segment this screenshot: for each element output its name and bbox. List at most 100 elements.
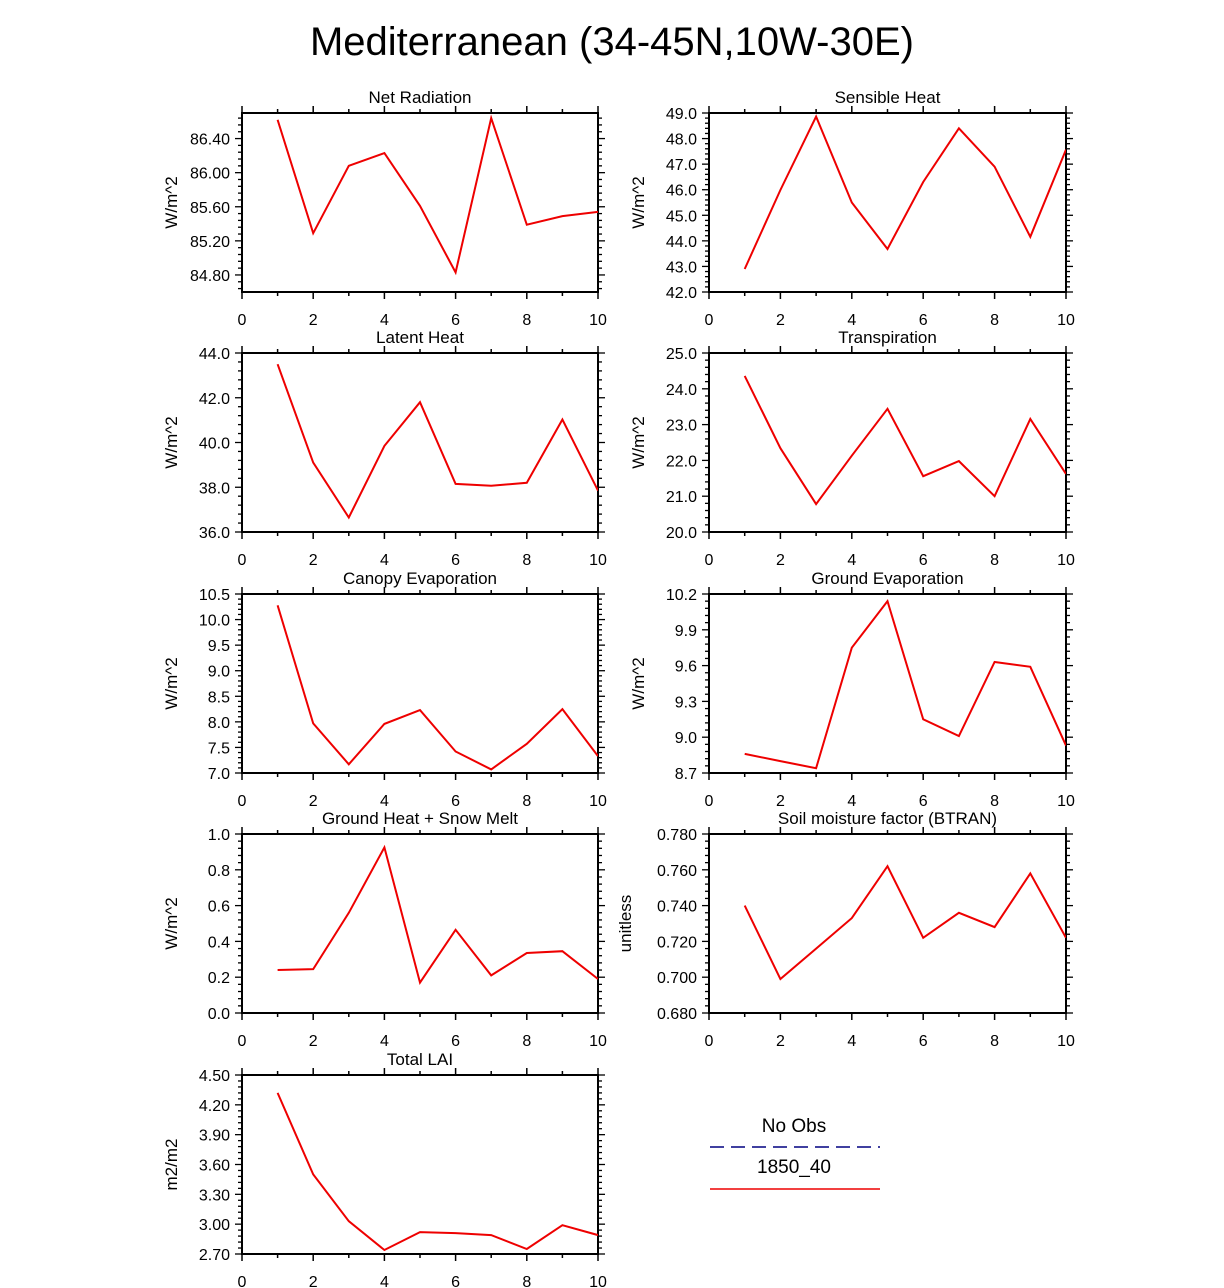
x-tick-label: 2 (309, 312, 318, 329)
series-line (277, 844, 598, 985)
x-tick-label: 8 (522, 793, 531, 810)
y-tick-label: 23.0 (666, 418, 697, 435)
y-tick-label: 36.0 (199, 525, 230, 542)
y-tick-label: 3.60 (199, 1158, 230, 1175)
x-tick-label: 2 (776, 1033, 785, 1050)
series-line (276, 1092, 598, 1252)
plot-frame (241, 1074, 599, 1255)
panel-5: 0 2 4 6 8 10 7.0 7.5 8.0 8.5 9.0 9.5 10.0 10.5 Canopy … (162, 569, 607, 810)
panel-title: Net Radiation (368, 88, 471, 107)
panel-3: 0 2 4 6 8 10 36.0 38.0 40.0 42.0 44.0 Latent Heat W/… (162, 328, 607, 569)
series-line (743, 114, 1066, 270)
y-tick-label: 47.0 (666, 157, 697, 174)
x-tick-label: 8 (990, 1033, 999, 1050)
plot-frame (241, 352, 599, 533)
panel-title: Total LAI (387, 1050, 453, 1069)
x-tick-label: 2 (776, 793, 785, 810)
panel-1: 0 2 4 6 8 10 84.80 85.20 85.60 86.00 86.40 Net Radi… (162, 88, 607, 329)
y-axis-label: W/m^2 (629, 416, 648, 468)
x-tick-label: 10 (589, 552, 607, 569)
y-tick-label: 9.6 (675, 659, 697, 676)
y-tick-label: 24.0 (666, 382, 697, 399)
x-tick-label: 4 (847, 312, 856, 329)
y-tick-label: 9.9 (675, 623, 697, 640)
x-tick-label: 2 (309, 552, 318, 569)
x-tick-label: 10 (589, 1274, 607, 1288)
y-tick-label: 0.8 (208, 863, 230, 880)
x-tick-label: 6 (451, 312, 460, 329)
y-tick-label: 0.760 (657, 863, 697, 880)
x-tick-label: 2 (776, 552, 785, 569)
x-tick-label: 0 (705, 793, 714, 810)
x-tick-label: 8 (990, 793, 999, 810)
y-tick-label: 48.0 (666, 132, 697, 149)
y-tick-label: 9.5 (208, 638, 230, 655)
panel-7: 0 2 4 6 8 10 0.0 0.2 0.4 0.6 0.8 1.0 Ground Heat + S… (162, 809, 607, 1050)
x-tick-label: 10 (589, 312, 607, 329)
x-tick-label: 4 (847, 793, 856, 810)
x-tick-label: 2 (309, 793, 318, 810)
x-tick-label: 2 (309, 1033, 318, 1050)
y-tick-label: 38.0 (199, 480, 230, 497)
y-axis-label: W/m^2 (162, 897, 181, 949)
panel-title: Canopy Evaporation (343, 569, 497, 588)
x-tick-label: 0 (238, 312, 247, 329)
x-tick-label: 10 (1057, 793, 1075, 810)
x-tick-label: 6 (919, 312, 928, 329)
y-tick-label: 8.5 (208, 689, 230, 706)
y-tick-label: 40.0 (199, 436, 230, 453)
y-tick-label: 2.70 (199, 1247, 230, 1264)
y-tick-label: 0.700 (657, 970, 697, 987)
y-tick-label: 85.20 (190, 234, 230, 251)
x-tick-label: 0 (238, 793, 247, 810)
y-tick-label: 42.0 (666, 285, 697, 302)
y-tick-label: 84.80 (190, 268, 230, 285)
x-tick-label: 8 (522, 552, 531, 569)
y-tick-label: 21.0 (666, 489, 697, 506)
y-tick-label: 9.0 (208, 664, 230, 681)
series-line (743, 375, 1066, 506)
x-tick-label: 0 (705, 312, 714, 329)
y-tick-label: 8.0 (208, 715, 230, 732)
x-tick-label: 10 (589, 793, 607, 810)
y-tick-label: 25.0 (666, 346, 697, 363)
series-line (743, 864, 1066, 981)
y-tick-label: 86.00 (190, 166, 230, 183)
x-tick-label: 4 (380, 312, 389, 329)
x-tick-label: 2 (776, 312, 785, 329)
x-tick-label: 6 (919, 552, 928, 569)
x-tick-label: 0 (705, 552, 714, 569)
y-axis-label: W/m^2 (162, 176, 181, 228)
y-tick-label: 0.740 (657, 899, 697, 916)
x-tick-label: 8 (522, 1033, 531, 1050)
panel-2: 0 2 4 6 8 10 42.0 43.0 44.0 45.0 46.0 47.0 48.0 49.0 S… (629, 88, 1075, 329)
x-tick-label: 6 (451, 1033, 460, 1050)
y-tick-label: 0.6 (208, 899, 230, 916)
y-tick-label: 9.3 (675, 694, 697, 711)
panel-title: Latent Heat (376, 328, 464, 347)
x-tick-label: 6 (919, 793, 928, 810)
x-tick-label: 2 (309, 1274, 318, 1288)
plot-frame (708, 593, 1067, 774)
y-axis-label: W/m^2 (629, 176, 648, 228)
plot-frame (708, 833, 1067, 1014)
y-tick-label: 10.5 (199, 587, 230, 604)
plot-frame (241, 593, 599, 774)
y-tick-label: 0.2 (208, 970, 230, 987)
panel-title: Soil moisture factor (BTRAN) (778, 809, 997, 828)
y-tick-label: 7.0 (208, 766, 230, 783)
x-tick-label: 10 (1057, 1033, 1075, 1050)
series-line (276, 114, 598, 276)
y-tick-label: 4.50 (199, 1068, 230, 1085)
x-tick-label: 0 (238, 1274, 247, 1288)
y-tick-label: 46.0 (666, 183, 697, 200)
y-tick-label: 43.0 (666, 259, 697, 276)
legend-obs-label: No Obs (761, 1116, 827, 1137)
y-tick-label: 1.0 (208, 827, 230, 844)
y-axis-label: unitless (616, 895, 635, 953)
x-tick-label: 4 (847, 1033, 856, 1050)
page-title: Mediterranean (34-45N,10W-30E) (309, 20, 914, 64)
y-tick-label: 3.00 (199, 1217, 230, 1234)
panel-title: Ground Evaporation (811, 569, 963, 588)
x-tick-label: 8 (522, 312, 531, 329)
